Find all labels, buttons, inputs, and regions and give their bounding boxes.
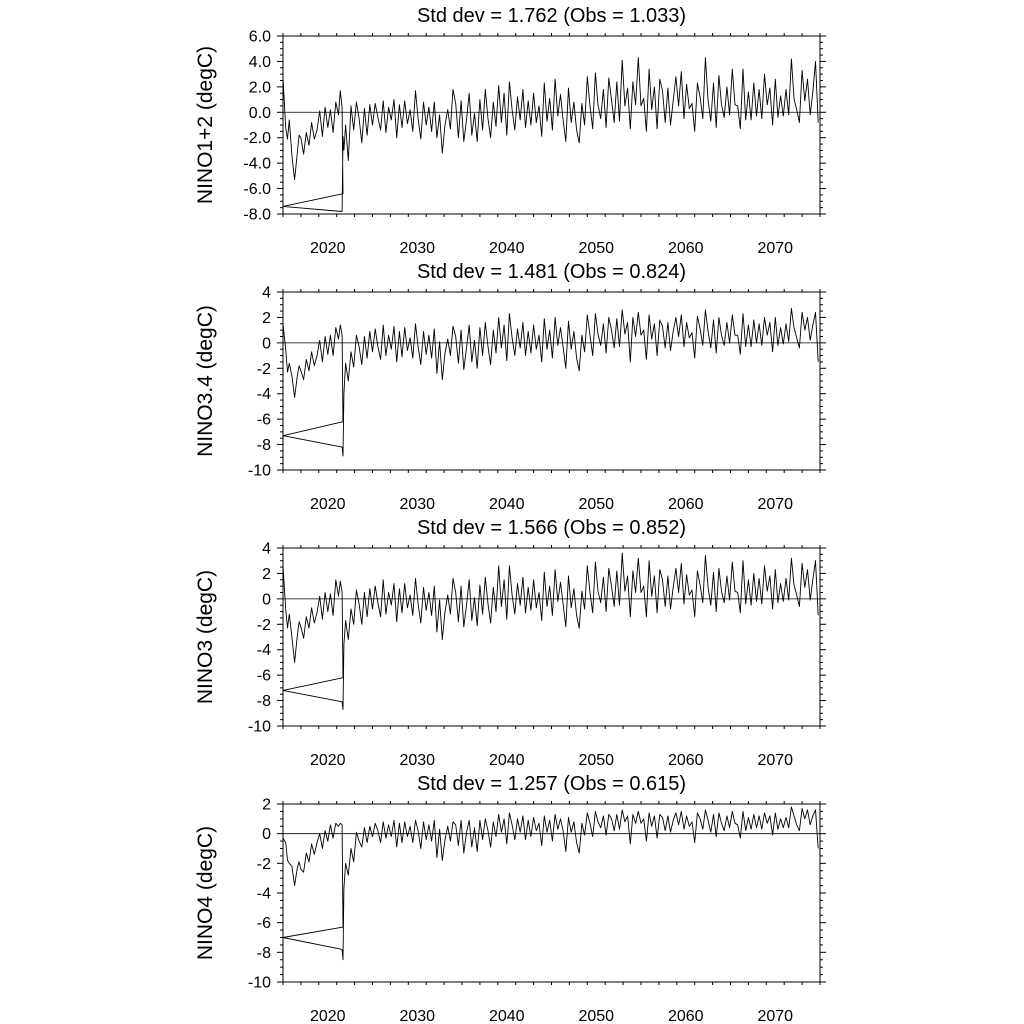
- y-tick-label: -10: [248, 463, 271, 480]
- x-tick-label: 2040: [489, 240, 525, 257]
- panel-title: Std dev = 1.566 (Obs = 0.852): [417, 517, 686, 539]
- x-tick-label: 2060: [668, 240, 704, 257]
- x-tick-label: 2030: [399, 752, 435, 769]
- y-tick-label: -2.0: [243, 130, 271, 147]
- y-tick-label: -8: [257, 437, 271, 454]
- y-axis-label: NINO4 (degC): [194, 826, 217, 960]
- panel-2: Std dev = 1.481 (Obs = 0.824) NINO3.4 (de…: [194, 261, 826, 513]
- x-tick-label: 2050: [578, 752, 614, 769]
- y-axis-label: NINO3.4 (degC): [194, 305, 217, 457]
- panel-4: Std dev = 1.257 (Obs = 0.615) NINO4 (degC…: [194, 773, 826, 1024]
- y-tick-label: -2: [257, 361, 271, 378]
- x-tick-label: 2070: [757, 752, 793, 769]
- y-tick-label: -10: [248, 975, 271, 992]
- series-line: [282, 57, 819, 212]
- y-tick-label: -2: [257, 856, 271, 873]
- x-tick-label: 2070: [757, 1008, 793, 1024]
- y-tick-label: 2.0: [249, 79, 271, 96]
- y-tick-label: -8: [257, 945, 271, 962]
- y-tick-label: 4.0: [249, 54, 271, 71]
- y-tick-label: 0: [262, 591, 271, 608]
- panel-title: Std dev = 1.257 (Obs = 0.615): [417, 773, 686, 795]
- x-tick-label: 2060: [668, 1008, 704, 1024]
- y-tick-label: 0: [262, 335, 271, 352]
- x-tick-label: 2020: [310, 1008, 346, 1024]
- y-tick-label: 6.0: [249, 29, 271, 46]
- x-tick-label: 2040: [489, 752, 525, 769]
- x-tick-label: 2040: [489, 496, 525, 513]
- series-line: [282, 806, 819, 961]
- x-tick-label: 2050: [578, 496, 614, 513]
- y-tick-label: 2: [262, 797, 271, 814]
- y-tick-label: -10: [248, 719, 271, 736]
- y-tick-label: -2: [257, 617, 271, 634]
- y-tick-label: 2: [262, 566, 271, 583]
- x-tick-label: 2030: [399, 240, 435, 257]
- y-axis-label: NINO3 (degC): [194, 570, 217, 704]
- y-tick-label: -6: [257, 668, 271, 685]
- x-tick-label: 2020: [310, 240, 346, 257]
- x-tick-label: 2050: [578, 1008, 614, 1024]
- x-tick-label: 2050: [578, 240, 614, 257]
- y-tick-label: -6: [257, 412, 271, 429]
- plot-frame: [282, 547, 821, 727]
- panel-title: Std dev = 1.481 (Obs = 0.824): [417, 261, 686, 283]
- x-tick-label: 2030: [399, 496, 435, 513]
- series-line: [282, 308, 819, 457]
- y-tick-label: 4: [262, 285, 271, 302]
- y-tick-label: -4.0: [243, 156, 271, 173]
- y-tick-label: -4: [257, 642, 271, 659]
- x-tick-label: 2060: [668, 752, 704, 769]
- series-line: [282, 552, 819, 710]
- y-tick-label: -6: [257, 915, 271, 932]
- x-tick-label: 2020: [310, 496, 346, 513]
- y-axis-label: NINO1+2 (degC): [194, 46, 217, 204]
- y-tick-label: 0: [262, 826, 271, 843]
- x-tick-label: 2070: [757, 496, 793, 513]
- y-tick-label: 0.0: [249, 105, 271, 122]
- panel-3: Std dev = 1.566 (Obs = 0.852) NINO3 (degC…: [194, 517, 826, 769]
- y-tick-label: 2: [262, 310, 271, 327]
- y-tick-label: -8: [257, 693, 271, 710]
- y-tick-label: 4: [262, 541, 271, 558]
- y-tick-label: -4: [257, 886, 271, 903]
- y-tick-label: -6.0: [243, 181, 271, 198]
- y-tick-label: -8.0: [243, 207, 271, 224]
- x-tick-label: 2030: [399, 1008, 435, 1024]
- panel-title: Std dev = 1.762 (Obs = 1.033): [417, 5, 686, 27]
- y-tick-label: -4: [257, 386, 271, 403]
- x-tick-label: 2040: [489, 1008, 525, 1024]
- panel-1: Std dev = 1.762 (Obs = 1.033) NINO1+2 (de…: [194, 5, 826, 257]
- x-tick-label: 2020: [310, 752, 346, 769]
- plot-frame: [282, 291, 821, 471]
- x-tick-label: 2070: [757, 240, 793, 257]
- x-tick-label: 2060: [668, 496, 704, 513]
